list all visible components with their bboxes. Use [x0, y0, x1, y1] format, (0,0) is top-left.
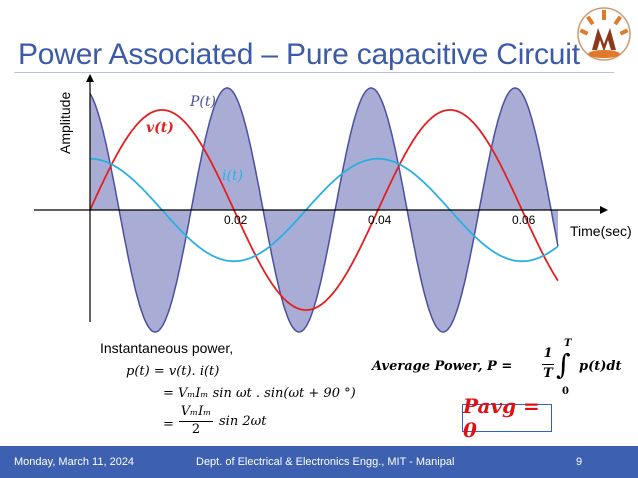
- footer-page-number: 9: [576, 456, 583, 468]
- voltage-curve: [89, 109, 559, 311]
- footer-date: Monday, March 11, 2024: [14, 456, 135, 468]
- title-underline: [14, 72, 614, 73]
- x-axis-label: Time(sec): [570, 223, 632, 239]
- footer-department: Dept. of Electrical & Electronics Engg.,…: [196, 456, 455, 468]
- slide-title: Power Associated – Pure capacitive Circu…: [18, 38, 580, 71]
- series-label-1: v(t): [146, 120, 174, 136]
- integral-sign: ∫: [556, 348, 571, 381]
- x-axis-arrow: [600, 206, 608, 214]
- y-axis-arrow: [86, 74, 94, 82]
- waveform-chart: 0.02 0.04 0.06 Time(sec) Amplitude P(t) v(t) i(…: [34, 74, 632, 333]
- series-label-0: P(t): [189, 94, 216, 110]
- current-curve: [90, 157, 559, 263]
- institute-logo: [577, 7, 631, 61]
- equation-line-2: = VₘIₘ sin ωt . sin(ωt + 90 °): [163, 386, 356, 401]
- slide-footer: Monday, March 11, 2024 Dept. of Electric…: [0, 446, 638, 478]
- average-power-result: Pavg = 0: [462, 394, 552, 442]
- x-tick-label: 0.02: [224, 213, 248, 227]
- x-tick-label: 0.06: [512, 213, 536, 227]
- equation-line-1: p(t) = v(t). i(t): [126, 364, 220, 379]
- x-tick-label: 0.04: [368, 213, 392, 227]
- average-power-formula: Average Power, P = 1 T ∫ T 0 p(t)dt: [372, 338, 622, 397]
- series-label-2: i(t): [222, 168, 243, 184]
- power-curve: [89, 87, 559, 333]
- instantaneous-power-label: Instantaneous power,: [100, 340, 234, 356]
- y-axis-label: Amplitude: [57, 92, 73, 154]
